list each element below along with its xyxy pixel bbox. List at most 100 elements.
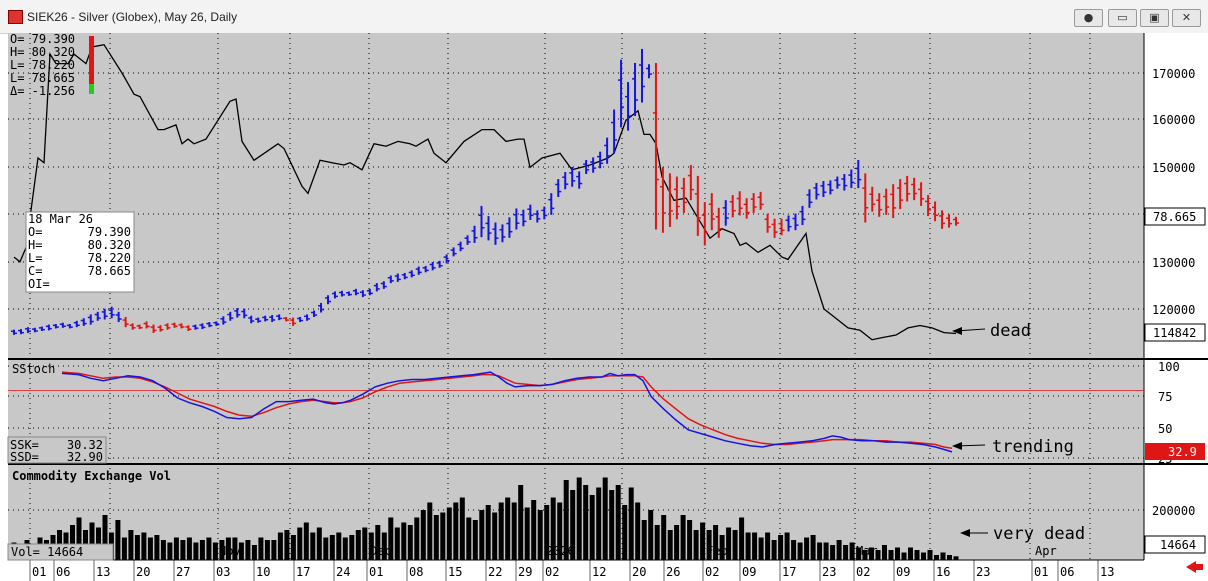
price-bar [499,224,506,243]
day-label: 23 [822,565,836,579]
price-bar [513,208,520,230]
stoch-panel [8,360,1144,463]
data-box [25,211,135,293]
price-bar [597,151,604,169]
price-bar [904,175,911,202]
price-bar [338,290,345,297]
volume-bar [576,477,582,560]
volume-tick: 200000 [1152,504,1195,518]
volume-bar [264,540,270,560]
volume-bar [713,525,719,560]
volume-bar [251,545,257,560]
price-bar [115,311,122,323]
volume-bar [505,497,511,560]
day-label: 10 [256,565,270,579]
volume-readout: Vol= 14664 [11,545,83,559]
restore-button[interactable]: ▣ [1140,9,1169,27]
volume-bar [199,540,205,560]
price-bar [652,62,659,230]
price-bar [736,191,743,216]
price-bar [366,288,373,296]
price-bar [185,325,192,331]
close-button[interactable]: ✕ [1172,9,1201,27]
volume-bar [849,542,855,560]
price-bar [722,200,729,226]
scroll-left-icon[interactable] [1186,561,1203,573]
price-bar [241,308,248,319]
minimize-button[interactable]: ▭ [1108,9,1137,27]
price-bar [143,321,150,329]
svg-text:very dead: very dead [993,524,1085,544]
price-bar [883,188,890,215]
volume-bar [953,556,959,560]
price-bar [485,216,492,241]
volume-bar [453,502,459,560]
volume-bar [817,542,823,560]
volume-bar [102,515,108,560]
price-bar [897,179,904,210]
price-bar [45,324,52,331]
price-bar [855,159,862,189]
ohlc-row: Δ= -1.256 [10,84,75,98]
volume-bar [115,520,121,560]
volume-bar [843,545,849,560]
volume-bar [823,542,829,560]
volume-bar [654,525,660,560]
volume-bar [368,532,374,560]
day-label: 17 [296,565,310,579]
day-label: 03 [216,565,230,579]
volume-bar [225,537,231,560]
price-bar [701,202,708,246]
volume-bar [498,502,504,560]
price-bar [911,177,918,201]
volume-last-label: 14664 [1160,538,1196,552]
volume-bar [154,535,160,560]
databox-key: L= [28,251,42,265]
volume-bar [602,477,608,560]
volume-bar [427,502,433,560]
open-interest-line [13,43,957,341]
day-label: 06 [56,565,70,579]
day-label: 13 [96,565,110,579]
price-bar [331,291,338,299]
volume-bar [570,490,576,560]
volume-title: Commodity Exchange Vol [12,469,171,483]
volume-bar [693,530,699,560]
price-bar [645,64,652,79]
price-bar [680,177,687,213]
price-bar [715,207,722,238]
stoch-value: 32.90 [67,450,103,464]
annotation-very-dead: very dead [960,524,1085,544]
day-label: 23 [976,565,990,579]
day-label: 17 [782,565,796,579]
price-bar [192,324,199,330]
volume-bar [810,535,816,560]
stoch-last-box [1145,443,1205,460]
volume-bar [141,532,147,560]
volume-bar [758,537,764,560]
price-bar [827,180,834,195]
volume-bar [388,517,394,560]
day-label: 09 [742,565,756,579]
month-label: Apr [1035,544,1057,558]
volume-bar [596,487,602,560]
price-bar [946,214,953,228]
price-tick: 130000 [1152,256,1195,270]
volume-bar [173,537,179,560]
volume-bar [336,532,342,560]
price-tick: 120000 [1152,303,1195,317]
day-label: 01 [369,565,383,579]
volume-bar [635,502,641,560]
ssd-line [61,371,953,449]
price-bar [429,262,436,271]
day-label: 16 [936,565,950,579]
day-label: 09 [896,565,910,579]
volume-bar [401,522,407,560]
last-price-box [1144,207,1206,226]
price-bar [471,225,478,243]
price-bar [394,273,401,282]
price-bar [255,317,262,323]
app-icon [8,10,23,24]
record-button[interactable]: ● [1074,9,1103,27]
